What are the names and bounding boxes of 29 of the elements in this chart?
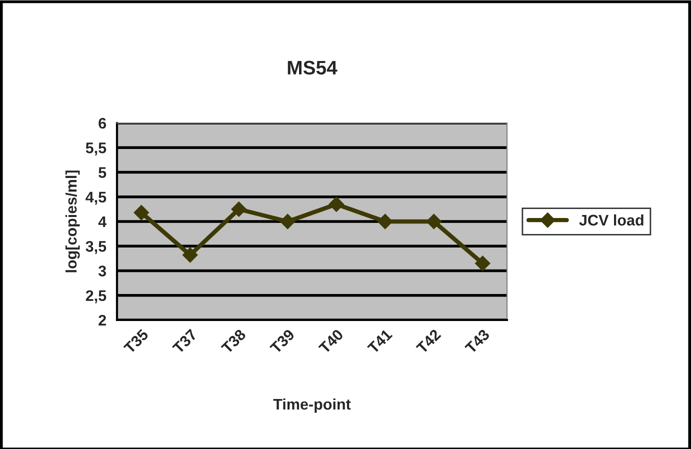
y-tick-label: 6 xyxy=(98,118,106,129)
x-tick-label: T38 xyxy=(220,328,246,354)
x-tick-label: T35 xyxy=(123,328,150,354)
x-tick-label: T39 xyxy=(269,328,296,354)
point xyxy=(231,202,246,217)
y-axis-title: log[copies/ml] xyxy=(65,170,80,272)
x-tick-label: T40 xyxy=(318,328,344,354)
y-tick-label: 4 xyxy=(98,216,106,228)
legend-label: JCV load xyxy=(579,214,644,226)
y-tick-label: 2,5 xyxy=(86,290,106,304)
y-tick-label: 3,5 xyxy=(86,240,106,254)
x-tick-label: T43 xyxy=(464,328,490,354)
y-tick-label: 5,5 xyxy=(86,142,106,156)
x-tick-label: T37 xyxy=(172,328,198,354)
point xyxy=(328,196,344,212)
y-tick-label: 2 xyxy=(98,314,106,326)
y-tick-label: 3 xyxy=(98,266,106,276)
point xyxy=(475,256,490,271)
y-tick-label: 4,5 xyxy=(86,192,106,205)
chart-title: MS54 xyxy=(288,60,338,75)
point xyxy=(280,214,296,230)
point xyxy=(378,214,393,230)
point xyxy=(134,205,149,220)
x-tick-label: T41 xyxy=(367,328,393,354)
x-tick-label: T42 xyxy=(416,328,442,354)
y-tick-label: 5 xyxy=(98,167,106,178)
point xyxy=(182,247,198,263)
point xyxy=(426,214,442,230)
x-axis-title: Time-point xyxy=(273,398,351,413)
